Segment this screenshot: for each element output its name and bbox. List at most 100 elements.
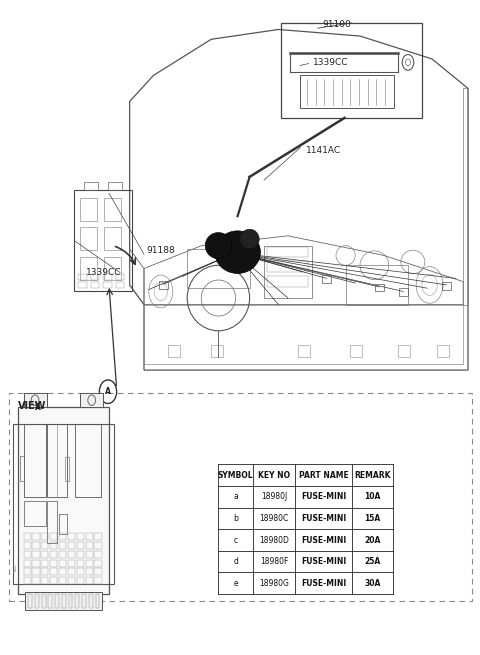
Text: 18980J: 18980J — [261, 493, 287, 501]
Bar — [41, 542, 48, 549]
Bar — [95, 551, 102, 557]
Bar — [41, 533, 48, 540]
Bar — [78, 282, 87, 288]
Bar — [322, 275, 331, 283]
Text: b: b — [233, 514, 238, 523]
Text: FUSE-MINI: FUSE-MINI — [301, 493, 346, 501]
Bar — [267, 261, 308, 272]
Bar — [24, 559, 31, 567]
Bar — [84, 182, 98, 190]
Bar — [32, 577, 39, 584]
Bar — [25, 592, 102, 610]
Bar — [68, 577, 75, 584]
Text: 20A: 20A — [364, 536, 381, 544]
Bar — [50, 559, 57, 567]
Bar — [50, 533, 57, 540]
Bar — [80, 198, 97, 221]
Text: 18980C: 18980C — [260, 514, 288, 523]
Text: 18980D: 18980D — [259, 536, 289, 544]
Bar — [59, 514, 67, 534]
Bar — [59, 542, 66, 549]
Text: 18980F: 18980F — [260, 557, 288, 566]
Bar — [159, 281, 168, 289]
Bar — [13, 424, 114, 584]
Bar — [267, 276, 308, 287]
Text: FUSE-MINI: FUSE-MINI — [301, 536, 346, 544]
Bar — [9, 393, 472, 601]
Bar — [267, 247, 308, 257]
Bar — [80, 257, 97, 280]
Bar — [85, 559, 93, 567]
Bar — [24, 533, 31, 540]
Bar — [80, 393, 103, 407]
Bar — [50, 577, 57, 584]
Bar — [398, 345, 410, 357]
Text: 18980G: 18980G — [259, 579, 289, 588]
Bar — [24, 577, 31, 584]
Bar — [116, 282, 124, 288]
Text: 1141AC: 1141AC — [306, 146, 341, 155]
Bar — [116, 274, 124, 280]
Text: SYMBOL: SYMBOL — [218, 471, 253, 479]
Text: 91188: 91188 — [146, 246, 175, 255]
Text: 15A: 15A — [364, 514, 380, 523]
Bar — [69, 594, 72, 608]
Bar — [350, 345, 362, 357]
Bar — [95, 533, 102, 540]
Ellipse shape — [240, 229, 259, 249]
Bar — [68, 559, 75, 567]
Text: 10A: 10A — [364, 493, 381, 501]
Text: PART NAME: PART NAME — [299, 471, 348, 479]
Bar — [50, 551, 57, 557]
Bar — [96, 594, 99, 608]
Bar — [35, 594, 39, 608]
Bar — [48, 424, 67, 497]
Text: A: A — [36, 403, 41, 412]
Bar — [104, 198, 121, 221]
Bar — [42, 594, 46, 608]
Bar — [281, 23, 422, 118]
Bar — [82, 594, 86, 608]
Text: KEY NO: KEY NO — [258, 471, 290, 479]
Bar — [68, 542, 75, 549]
Bar — [104, 257, 121, 280]
Bar — [103, 282, 112, 288]
Bar — [18, 407, 109, 594]
Text: c: c — [234, 536, 238, 544]
Bar — [77, 533, 84, 540]
Bar — [59, 551, 66, 557]
Bar — [28, 594, 32, 608]
Bar — [75, 424, 101, 497]
Text: FUSE-MINI: FUSE-MINI — [301, 557, 346, 566]
Text: K80: K80 — [14, 564, 18, 571]
Bar — [50, 569, 57, 575]
Bar — [104, 227, 121, 250]
Bar — [89, 594, 93, 608]
Bar — [59, 569, 66, 575]
Bar — [62, 594, 66, 608]
Bar — [95, 559, 102, 567]
Bar — [77, 577, 84, 584]
Bar — [85, 542, 93, 549]
Bar — [77, 551, 84, 557]
Bar — [91, 274, 99, 280]
Bar — [85, 577, 93, 584]
Text: 1339CC: 1339CC — [313, 58, 349, 67]
Ellipse shape — [205, 233, 231, 259]
Ellipse shape — [215, 231, 260, 274]
Bar — [48, 594, 52, 608]
Text: 1339CC: 1339CC — [86, 268, 122, 277]
Bar — [437, 345, 449, 357]
Bar — [41, 577, 48, 584]
Bar — [77, 559, 84, 567]
Bar — [95, 542, 102, 549]
Text: 91100: 91100 — [323, 20, 351, 29]
Text: a: a — [233, 493, 238, 501]
Bar — [375, 284, 384, 291]
Text: FUSE-MINI: FUSE-MINI — [301, 579, 346, 588]
Bar — [103, 274, 112, 280]
Bar — [85, 551, 93, 557]
Text: 30A: 30A — [364, 579, 381, 588]
Bar — [68, 569, 75, 575]
Bar — [32, 551, 39, 557]
